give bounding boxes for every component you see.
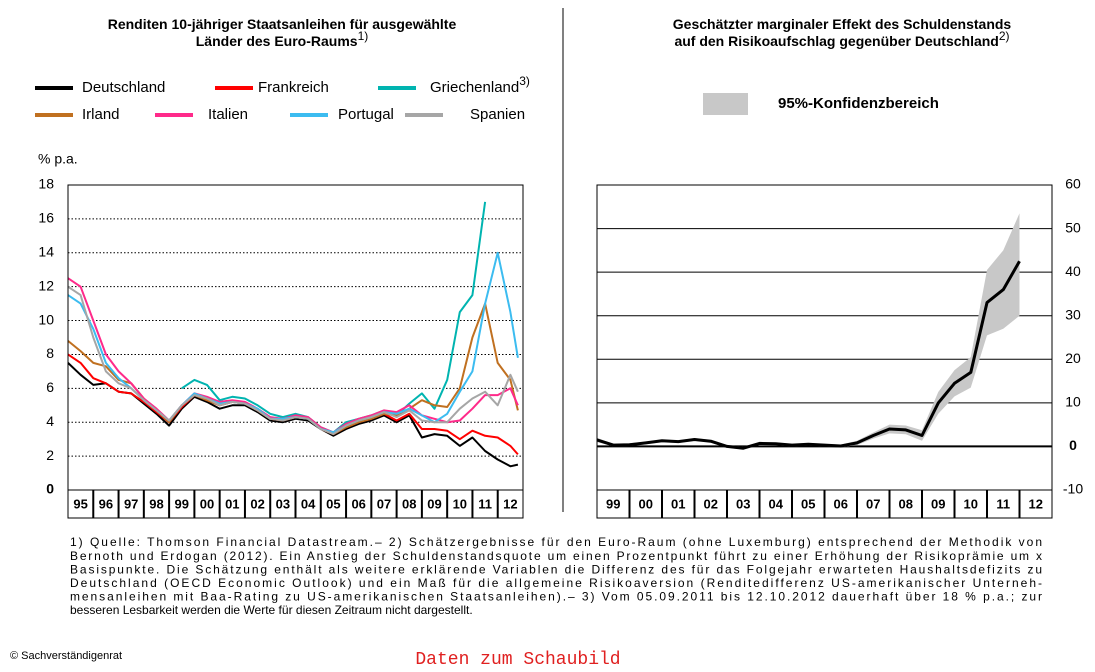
x-tick-label: 02: [250, 496, 264, 511]
x-tick-label: 08: [899, 496, 913, 511]
x-tick-label: 09: [427, 496, 441, 511]
y-tick-label: 4: [46, 413, 54, 429]
legend-swatch: [703, 93, 748, 115]
y-tick-label: 16: [38, 210, 54, 226]
title-note: 1): [358, 29, 369, 43]
legend-name: Italien: [208, 106, 248, 123]
legend-name: Griechenland: [430, 79, 519, 96]
y-tick-label: 12: [38, 277, 54, 293]
footnote-line: Bernoth und Erdogan (2012). Ein Anstieg …: [70, 549, 1042, 563]
footnote-line: Basispunkte. Die Schätzung enthält als w…: [70, 562, 1042, 576]
x-tick-label: 97: [124, 496, 138, 511]
x-tick-label: 06: [351, 496, 365, 511]
legend-label: 95%-Konfidenzbereich: [778, 95, 939, 112]
x-tick-label: 95: [73, 496, 87, 511]
x-tick-label: 07: [866, 496, 880, 511]
x-tick-label: 01: [671, 496, 685, 511]
y-tick-label: 2: [46, 447, 54, 463]
y-tick-label: 20: [1065, 350, 1081, 366]
x-tick-label: 99: [175, 496, 189, 511]
x-tick-label: 03: [736, 496, 750, 511]
confidence-band: [597, 213, 1020, 450]
legend-note: 3): [519, 74, 530, 88]
x-tick-label: 11: [478, 496, 492, 511]
series-line: [182, 194, 518, 433]
legend-label: Frankreich: [258, 79, 329, 96]
y-tick-label: 8: [46, 345, 54, 361]
y-tick-label: -10: [1063, 481, 1083, 497]
source: © Sachverständigenrat: [10, 650, 122, 662]
footnote-line: Deutschland (OECD Economic Outlook) und …: [70, 576, 1042, 590]
x-tick-label: 05: [326, 496, 340, 511]
legend-label: Italien: [208, 106, 248, 123]
legend-label: Griechenland3): [430, 74, 530, 96]
title-line: Geschätzter marginaler Effekt des Schuld…: [673, 16, 1012, 32]
series-line: [67, 251, 519, 434]
chart-title: Renditen 10-jähriger Staatsanleihen für …: [108, 16, 457, 32]
legend-label: Deutschland: [82, 79, 165, 96]
x-tick-label: 03: [276, 496, 290, 511]
footnote-line: mensanleihen mit Baa-Rating zu US-amerik…: [70, 590, 1042, 604]
series-line: [596, 260, 1021, 450]
x-tick-label: 11: [996, 496, 1010, 511]
legend-name: Frankreich: [258, 79, 329, 96]
y-tick-label: 0: [1069, 437, 1077, 453]
x-tick-label: 12: [1029, 496, 1043, 511]
y-tick-label: 6: [46, 379, 54, 395]
title-line: auf den Risikoaufschlag gegenüber Deutsc…: [674, 33, 998, 49]
legend-name: Portugal: [338, 106, 394, 123]
y-tick-label: 10: [1065, 394, 1081, 410]
legend-label: Irland: [82, 106, 120, 123]
series-line: [67, 362, 519, 468]
data-link[interactable]: Daten zum Schaubild: [415, 650, 620, 670]
y-tick-label: 60: [1065, 176, 1081, 192]
y-tick-label: 0: [46, 481, 54, 497]
x-tick-label: 12: [503, 496, 517, 511]
title-line: Länder des Euro-Raums: [196, 33, 358, 49]
x-tick-label: 06: [834, 496, 848, 511]
x-tick-label: 02: [704, 496, 718, 511]
y-axis-label: % p.a.: [38, 151, 78, 167]
x-tick-label: 05: [801, 496, 815, 511]
y-tick-label: 10: [38, 311, 54, 327]
x-tick-label: 04: [301, 496, 316, 511]
series-line: [67, 285, 519, 436]
legend-name: Deutschland: [82, 79, 165, 96]
footnote-line: 1) Quelle: Thomson Financial Datastream.…: [70, 535, 1042, 549]
legend-name: Spanien: [470, 106, 525, 123]
x-tick-label: 99: [606, 496, 620, 511]
y-tick-label: 40: [1065, 263, 1081, 279]
y-tick-label: 18: [38, 176, 54, 192]
y-tick-label: 30: [1065, 306, 1081, 322]
legend-label: Spanien: [470, 106, 525, 123]
x-tick-label: 07: [377, 496, 391, 511]
x-tick-label: 04: [769, 496, 784, 511]
chart-title: Geschätzter marginaler Effekt des Schuld…: [673, 16, 1012, 32]
x-tick-label: 08: [402, 496, 416, 511]
x-tick-label: 98: [149, 496, 163, 511]
x-tick-label: 01: [225, 496, 239, 511]
y-tick-label: 50: [1065, 219, 1081, 235]
x-tick-label: 00: [200, 496, 214, 511]
title-line: Renditen 10-jähriger Staatsanleihen für …: [108, 16, 457, 32]
x-tick-label: 10: [453, 496, 467, 511]
x-tick-label: 10: [964, 496, 978, 511]
x-tick-label: 09: [931, 496, 945, 511]
legend-label: Portugal: [338, 106, 394, 123]
chart-title: Länder des Euro-Raums1): [196, 29, 369, 49]
x-tick-label: 96: [99, 496, 113, 511]
chart-title: auf den Risikoaufschlag gegenüber Deutsc…: [674, 29, 1009, 49]
legend-name: Irland: [82, 106, 120, 123]
x-tick-label: 00: [639, 496, 653, 511]
title-note: 2): [999, 29, 1010, 43]
y-tick-label: 14: [38, 243, 54, 259]
footnote-line: besseren Lesbarkeit werden die Werte für…: [70, 603, 473, 617]
